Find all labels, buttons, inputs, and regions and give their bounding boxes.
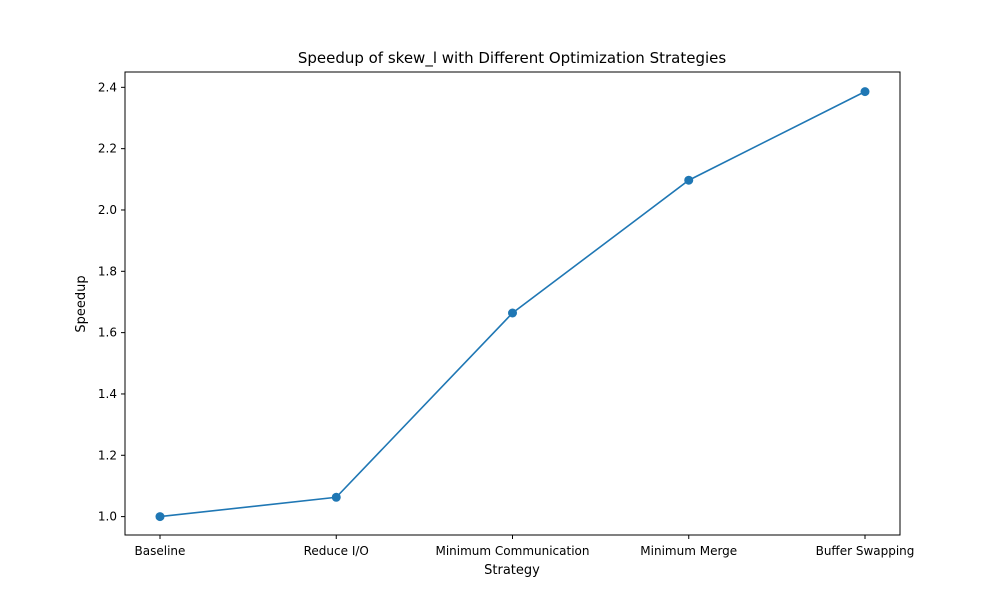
y-tick-label: 1.2 — [98, 448, 117, 462]
x-tick-label: Buffer Swapping — [816, 544, 915, 558]
data-point — [684, 175, 694, 185]
y-tick-label: 2.2 — [98, 142, 117, 156]
data-point — [331, 492, 341, 502]
x-tick-label: Reduce I/O — [304, 544, 369, 558]
y-tick-label: 1.8 — [98, 264, 117, 278]
data-point — [508, 308, 517, 318]
plot-area — [124, 71, 901, 536]
y-axis-label: Speedup — [74, 275, 89, 332]
chart-title: Speedup of skew_l with Different Optimiz… — [298, 49, 727, 68]
x-tick-label: Minimum Merge — [640, 544, 737, 558]
x-tick-label: Baseline — [135, 544, 186, 558]
data-point — [860, 87, 870, 97]
series-speedup — [155, 87, 870, 522]
y-tick-label: 2.0 — [98, 203, 117, 217]
y-tick-label: 1.4 — [98, 387, 117, 401]
plot-frame — [124, 71, 901, 536]
y-axis: 1.0 1.2 1.4 1.6 1.8 2.0 2.2 2.4 — [98, 80, 125, 524]
y-tick-label: 1.6 — [98, 326, 117, 340]
x-axis: Baseline Reduce I/O Minimum Communication M… — [135, 535, 915, 558]
y-tick-label: 1.0 — [98, 510, 117, 524]
y-tick-label: 2.4 — [98, 80, 117, 94]
data-point — [155, 512, 165, 522]
x-axis-label: Strategy — [484, 563, 540, 578]
x-tick-label: Minimum Communication — [435, 544, 589, 558]
series-line — [159, 90, 866, 518]
